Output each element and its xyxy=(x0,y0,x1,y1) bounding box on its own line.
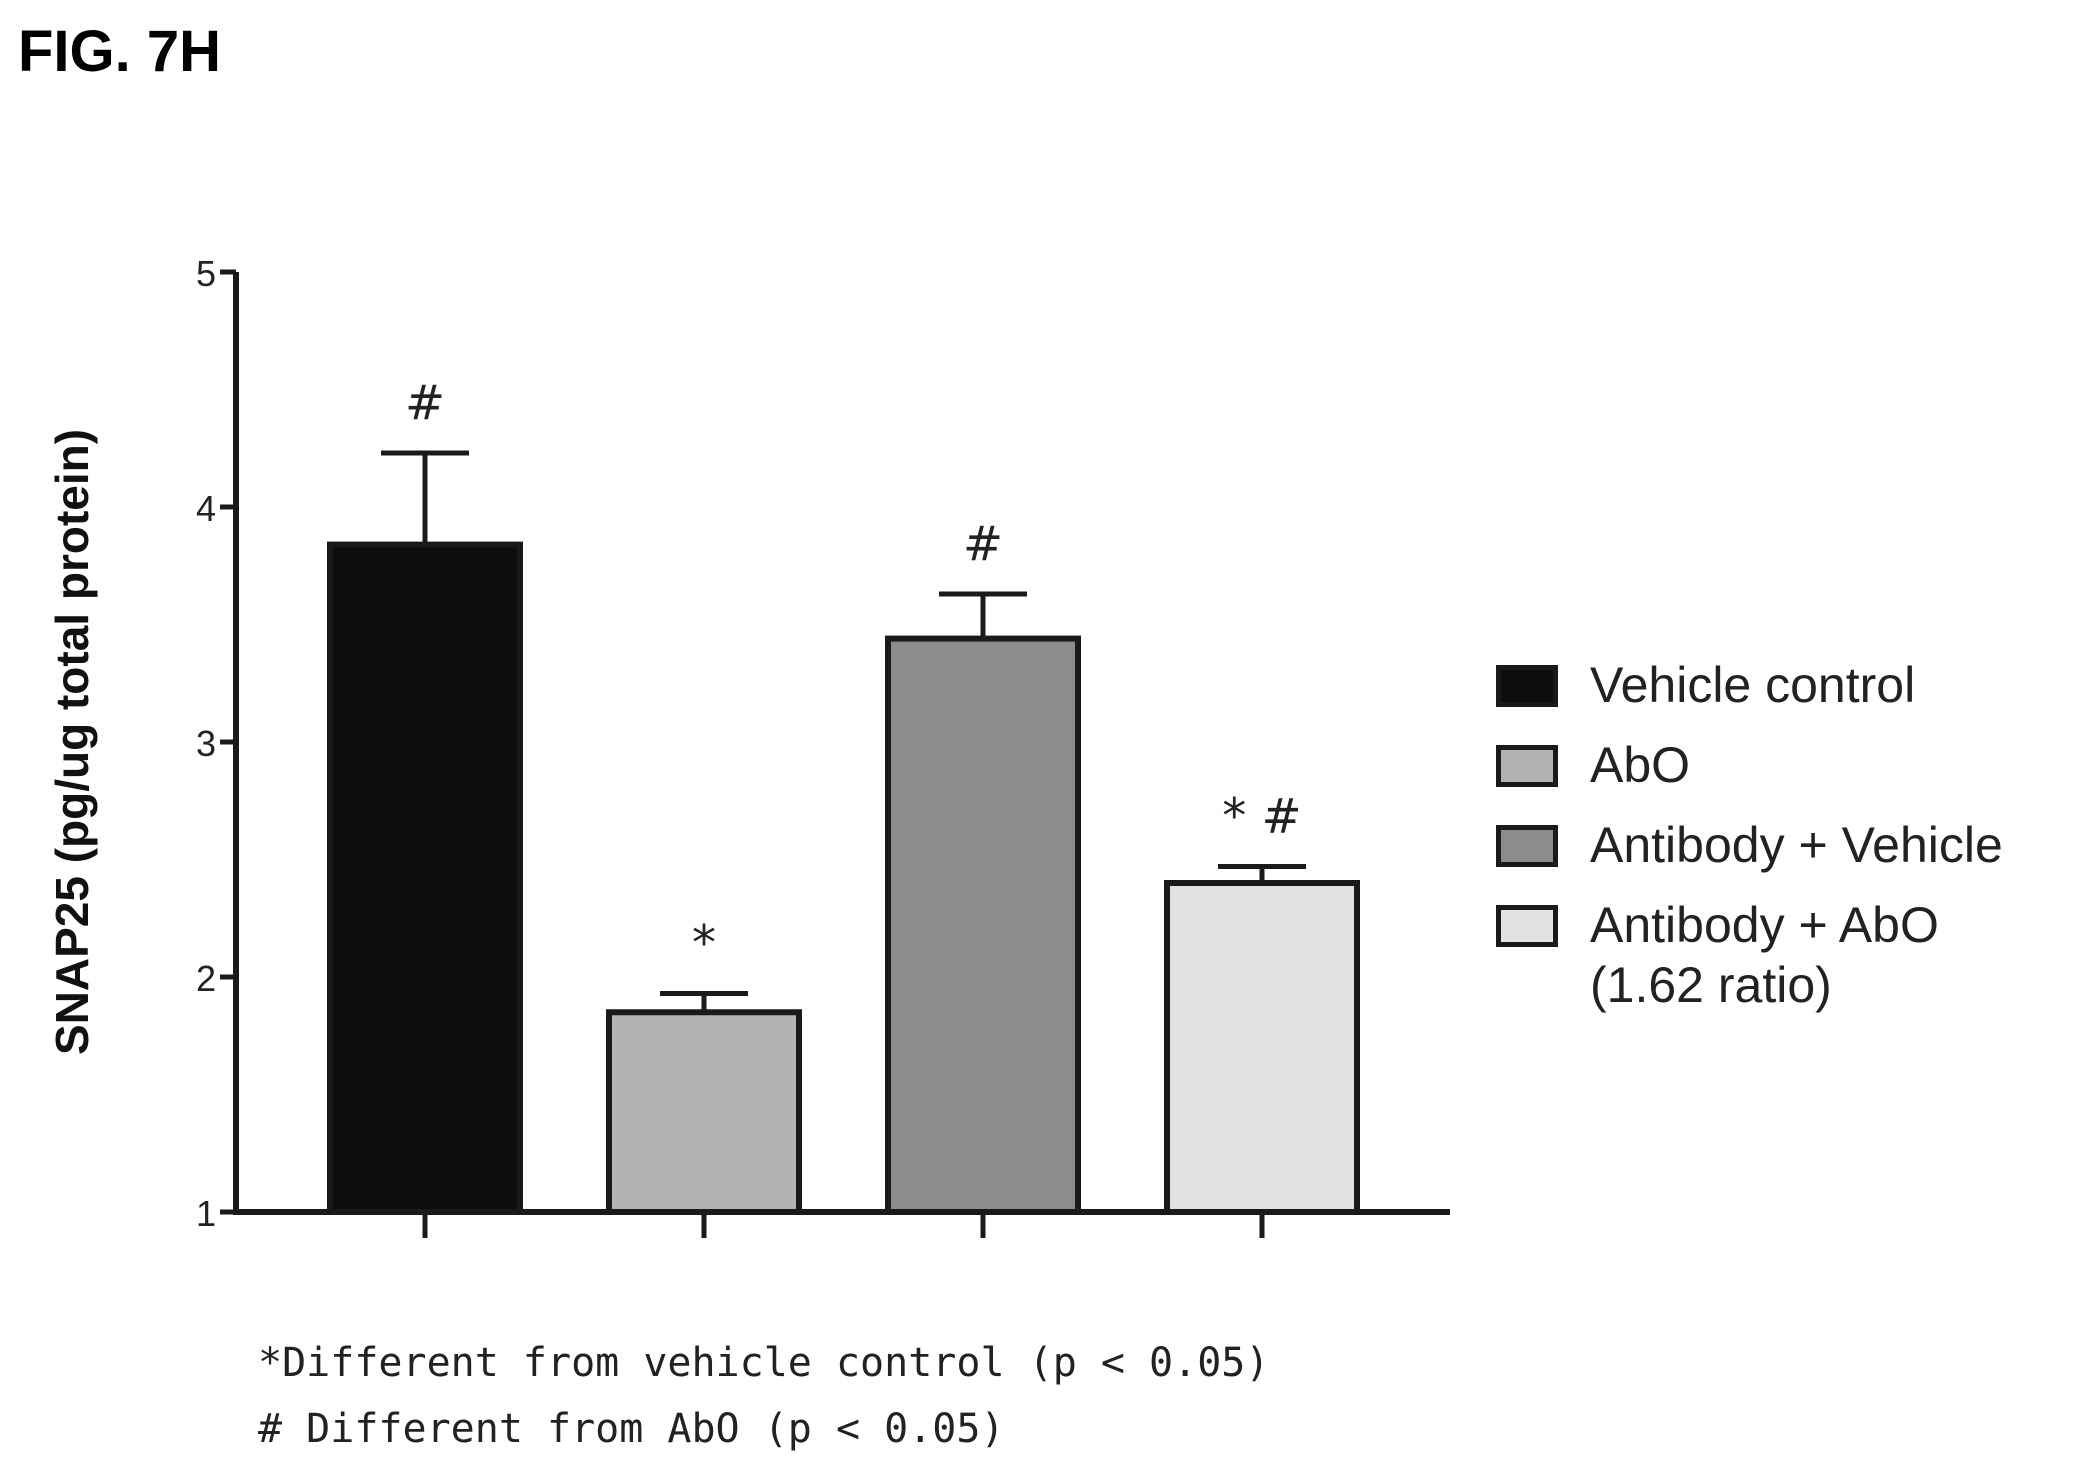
bar-antibody-vehicle xyxy=(885,635,1081,1215)
significance-antibody-abo: * # xyxy=(1222,789,1301,845)
legend-item-vehicle-control: Vehicle control xyxy=(1496,655,2003,735)
significance-vehicle-control: # xyxy=(405,375,445,431)
bar-vehicle-control xyxy=(327,541,523,1215)
legend-label-vehicle-control: Vehicle control xyxy=(1590,657,1916,713)
y-tick-label: 4 xyxy=(196,488,216,529)
chart-marks: 1 2 3 4 5 # * # * # xyxy=(196,253,1450,1238)
significance-abo: * xyxy=(692,915,716,971)
legend-swatch-antibody-vehicle xyxy=(1496,825,1558,867)
legend-item-antibody-vehicle: Antibody + Vehicle xyxy=(1496,815,2003,895)
y-tick-label: 1 xyxy=(196,1193,216,1234)
footnote-abo: # Different from AbO (p < 0.05) xyxy=(258,1406,1005,1452)
y-axis-label: SNAP25 (pg/ug total protein) xyxy=(46,429,98,1055)
bar-antibody-abo xyxy=(1164,880,1360,1215)
legend-swatch-antibody-abo xyxy=(1496,905,1558,947)
legend-item-abo: AbO xyxy=(1496,735,2003,815)
y-tick-label: 3 xyxy=(196,723,216,764)
figure-label: FIG. 7H xyxy=(18,19,222,84)
legend-label-antibody-vehicle: Antibody + Vehicle xyxy=(1590,817,2003,873)
legend-label-antibody-abo: Antibody + AbO (1.62 ratio) xyxy=(1590,897,1939,1013)
y-tick-label: 2 xyxy=(196,958,216,999)
legend-swatch-vehicle-control xyxy=(1496,665,1558,707)
y-tick-label: 5 xyxy=(196,253,216,294)
legend-label-abo: AbO xyxy=(1590,737,1691,793)
legend-swatch-abo xyxy=(1496,745,1558,787)
legend-item-antibody-abo: Antibody + AbO (1.62 ratio) xyxy=(1496,895,2003,1013)
footnotes: *Different from vehicle control (p < 0.0… xyxy=(258,1330,1269,1462)
significance-antibody-vehicle: # xyxy=(963,516,1003,572)
bar-abo xyxy=(606,1009,802,1215)
legend: Vehicle control AbO Antibody + Vehicle A… xyxy=(1496,655,2003,1013)
footnote-vehicle-control: *Different from vehicle control (p < 0.0… xyxy=(258,1340,1270,1386)
